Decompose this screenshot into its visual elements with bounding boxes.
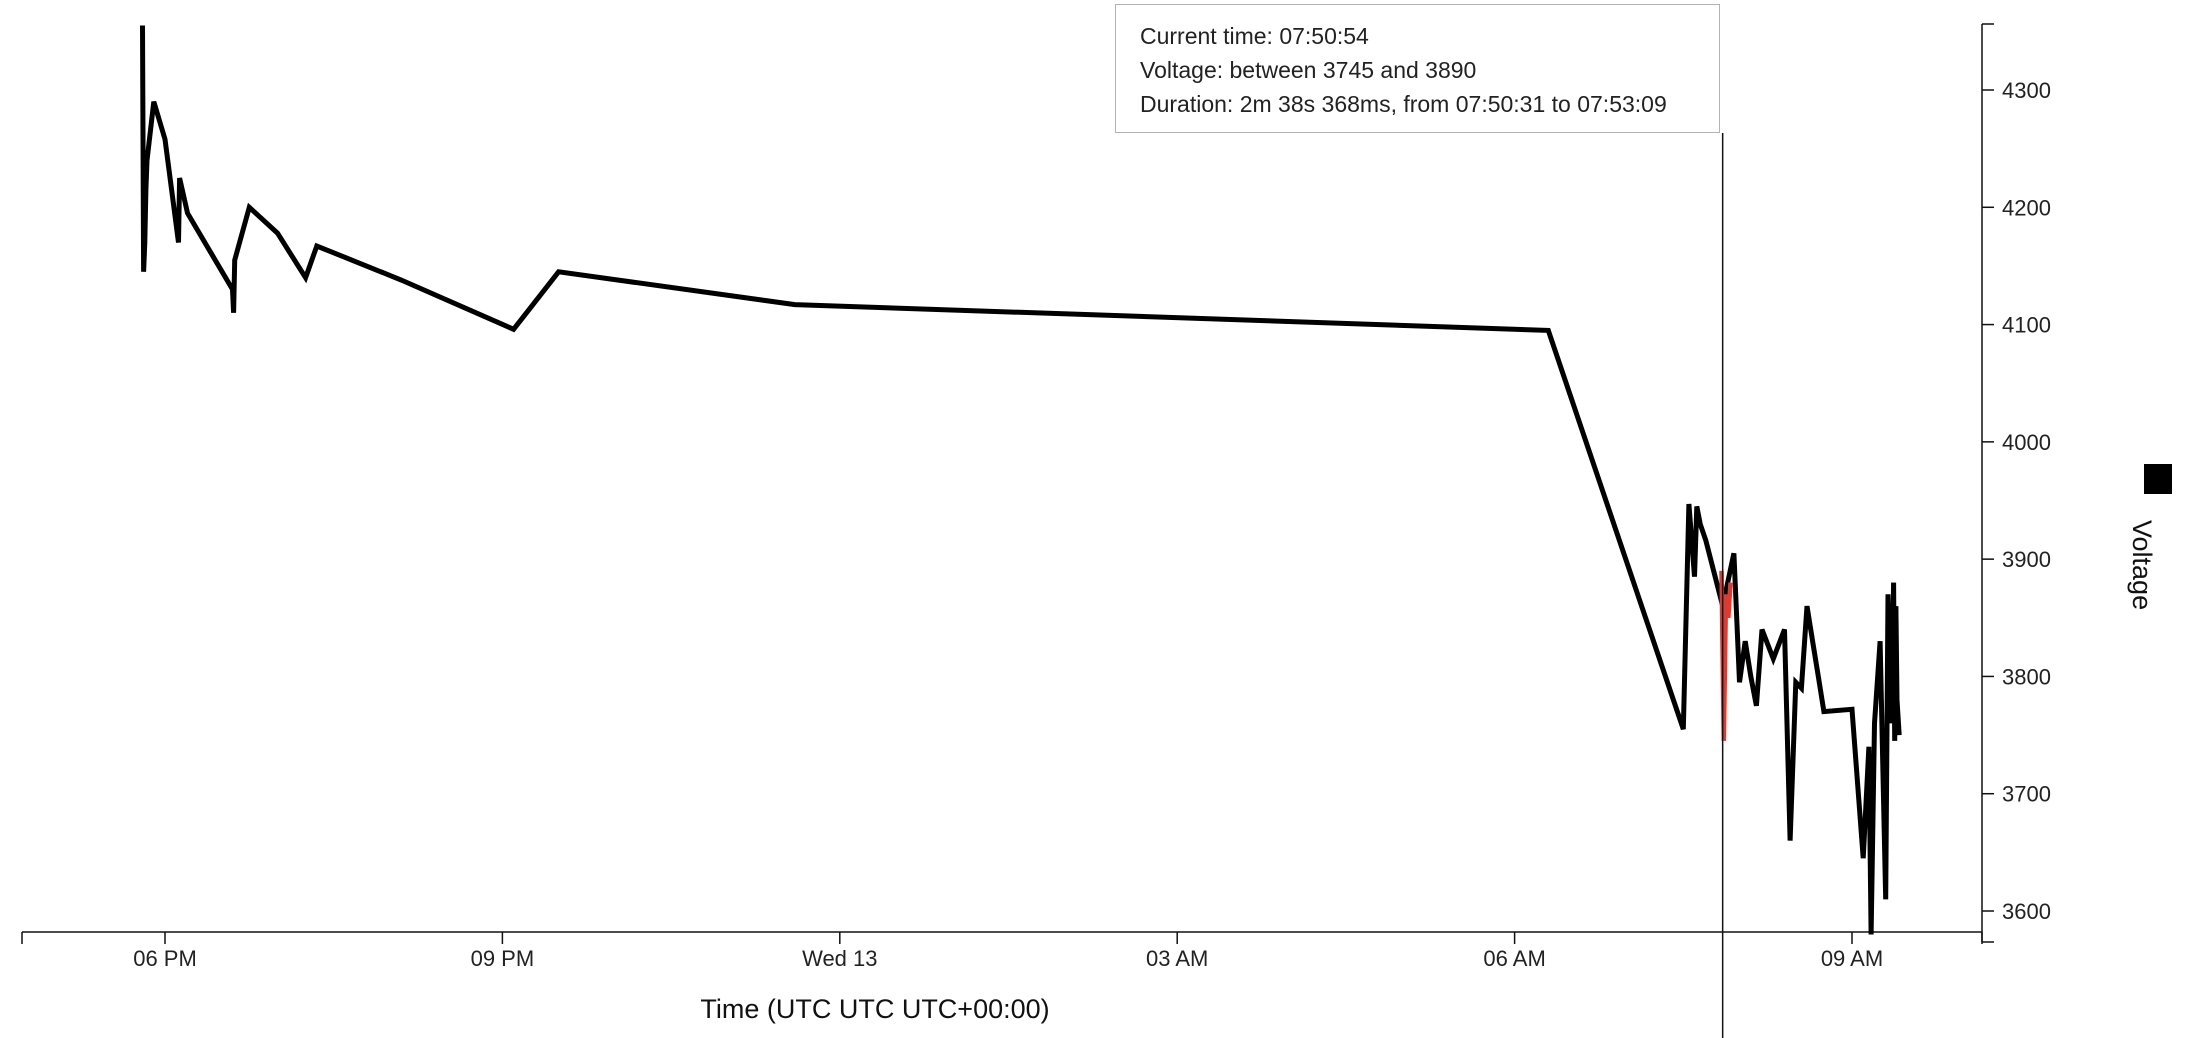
hover-tooltip: Current time: 07:50:54 Voltage: between … <box>1115 4 1720 133</box>
x-tick-label: 06 AM <box>1483 946 1545 971</box>
x-tick-label: Wed 13 <box>802 946 877 971</box>
y-tick-label: 3900 <box>2002 547 2051 572</box>
y-tick-label: 4000 <box>2002 430 2051 455</box>
tooltip-current-time: Current time: 07:50:54 <box>1140 23 1369 49</box>
x-axis-title: Time (UTC UTC UTC+00:00) <box>700 994 1049 1024</box>
x-tick-label: 03 AM <box>1146 946 1208 971</box>
y-tick-label: 4300 <box>2002 78 2051 103</box>
y-tick-label: 3800 <box>2002 664 2051 689</box>
legend[interactable]: Voltage <box>2127 464 2174 624</box>
legend-swatch[interactable] <box>2144 464 2172 494</box>
tooltip-voltage-range: Voltage: between 3745 and 3890 <box>1140 57 1477 83</box>
series-line-voltage[interactable] <box>140 25 1902 935</box>
y-tick-label: 3600 <box>2002 899 2051 924</box>
y-tick-label: 4100 <box>2002 313 2051 338</box>
y-tick-label: 3700 <box>2002 782 2051 807</box>
tooltip-duration: Duration: 2m 38s 368ms, from 07:50:31 to… <box>1140 91 1667 117</box>
legend-label[interactable]: Voltage <box>2127 520 2157 611</box>
y-tick-label: 4200 <box>2002 195 2051 220</box>
x-tick-label: 09 AM <box>1821 946 1883 971</box>
x-tick-label: 09 PM <box>471 946 535 971</box>
x-tick-label: 06 PM <box>133 946 197 971</box>
